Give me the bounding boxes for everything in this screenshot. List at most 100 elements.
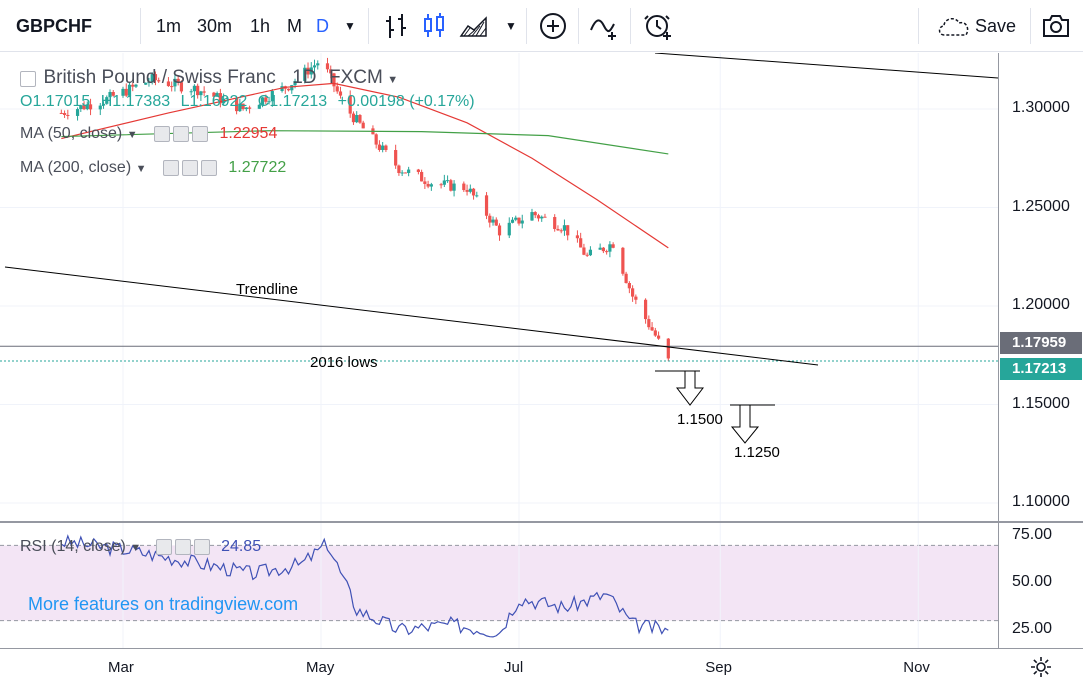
toolbar-divider [918,8,919,44]
add-compare-icon[interactable] [537,10,569,42]
price-axis[interactable]: 1.30000 1.25000 1.20000 1.15000 1.10000 75.00… [998,53,1083,648]
candle-body [514,217,518,220]
time-axis[interactable]: Mar May Jul Sep Nov [0,648,1083,683]
candle-body [358,115,362,123]
candle-body [316,63,320,66]
main-price-pane[interactable]: British Pound / Swiss Franc 1D FXCM ▼ O1… [0,53,998,521]
candle-body [303,67,307,81]
rsi-label: RSI (14, close) [20,538,126,555]
rsi-settings-gear-icon[interactable] [174,538,191,555]
candle-body [290,85,294,91]
candle-body [257,104,261,109]
legend-change: +0.00198 (+0.17%) [337,93,475,110]
toolbar-divider [630,8,631,44]
indicators-icon[interactable] [588,10,620,42]
candle-body [653,330,657,336]
candle-body [634,296,638,300]
candle-body [536,215,541,219]
candle-body [407,169,411,173]
candle-body [286,88,291,91]
ma50-line [61,82,669,249]
toolbar-divider [578,8,579,44]
camera-icon[interactable] [1040,10,1072,42]
rsi-chevron-down-icon[interactable]: ▼ [130,542,142,554]
candle-body [173,78,177,87]
candle-body [588,249,593,256]
rsi-pane[interactable]: RSI (14, close) ▼ 24.85 More features on… [0,523,998,648]
candle-body [559,230,563,232]
candle-body [306,67,310,75]
area-style-icon[interactable] [458,10,490,42]
interval-30m-button[interactable]: 30m [197,16,233,36]
candle-body [267,101,271,103]
rsi-chart-svg[interactable] [0,523,998,648]
candle-body [332,73,336,87]
upper-trendline [654,53,998,79]
candle-body [196,85,200,96]
target2-down-arrow [730,404,760,444]
rsi-remove-close-icon[interactable] [193,538,210,555]
legend-exchange: FXCM [328,67,383,88]
pane-divider[interactable] [0,521,1083,523]
toolbar-divider [368,8,369,44]
tradingview-watermark-link[interactable]: More features on tradingview.com [28,594,299,614]
candle-body [452,183,456,191]
candle-body [309,67,313,75]
candle-body [377,144,382,150]
candle-body [397,165,401,174]
candle-body [121,88,125,96]
legend-open: O1.17015 [20,93,91,110]
candle-body [238,103,242,112]
candle-body [235,98,239,112]
rsi-tick-label: 25.00 [1012,620,1053,637]
candle-body [462,183,466,191]
ma200-remove-close-icon[interactable] [200,159,217,176]
candle-body [329,69,333,74]
candle-body [533,212,537,216]
candle-body [556,228,560,231]
chart-style-chevron-down-icon[interactable]: ▼ [505,19,517,33]
rsi-visibility-eye-icon[interactable] [155,538,172,555]
symbol-search-button[interactable]: GBPCHF [16,16,92,36]
legend-chevron-down-icon[interactable]: ▼ [387,74,399,86]
collapse-legend-icon[interactable] [20,70,36,87]
candle-body [355,115,359,123]
ma50-chevron-down-icon[interactable]: ▼ [126,129,138,141]
candle-body [601,247,605,252]
candle-body [543,216,547,218]
interval-chevron-down-icon[interactable]: ▼ [344,19,356,33]
candle-body [494,219,498,226]
interval-1m-button[interactable]: 1m [156,16,182,36]
interval-day-button[interactable]: D [316,16,329,36]
last-price-tag: 1.17213 [1000,358,1082,380]
candles-style-icon[interactable] [418,10,450,42]
candle-body [312,65,317,68]
ma200-settings-gear-icon[interactable] [181,159,198,176]
ma200-visibility-eye-icon[interactable] [162,159,179,176]
candle-body [124,88,128,96]
candle-body [270,90,274,102]
top-toolbar: GBPCHF 1m 30m 1h M D ▼ ▼ Save [0,0,1083,52]
chart-settings-gear-icon[interactable] [1030,656,1052,678]
candle-body [520,220,524,224]
interval-1h-button[interactable]: 1h [250,16,271,36]
candle-body [127,84,132,96]
ma50-remove-close-icon[interactable] [192,125,209,142]
candle-body [66,114,70,116]
candle-body [98,105,102,110]
alert-icon[interactable] [642,10,674,42]
time-tick-label: Mar [108,659,134,676]
ma50-settings-gear-icon[interactable] [173,125,190,142]
interval-month-button[interactable]: M [287,16,302,36]
candle-body [656,335,661,339]
price-chart-svg[interactable] [0,53,998,521]
candle-body [579,238,583,248]
candle-body [497,225,502,236]
rsi-tick-label: 50.00 [1012,573,1053,590]
ma200-chevron-down-icon[interactable]: ▼ [135,163,147,175]
candle-body [111,92,115,96]
lows-annotation: 2016 lows [310,354,378,371]
ma50-visibility-eye-icon[interactable] [154,125,171,142]
bars-style-icon[interactable] [380,10,412,42]
candle-body [562,225,567,231]
